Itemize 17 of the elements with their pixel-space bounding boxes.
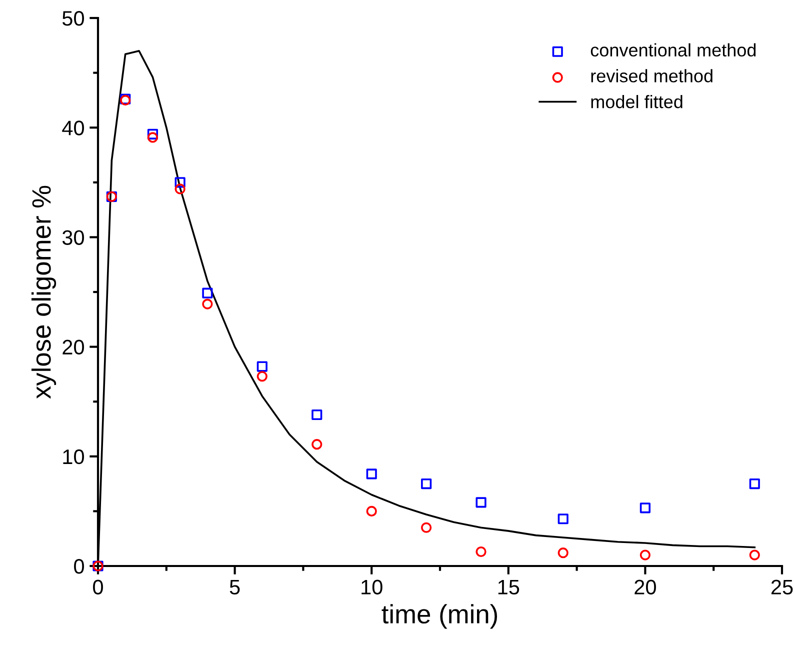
- x-axis-title: time (min): [382, 604, 498, 629]
- y-tick-label: 0: [74, 559, 84, 574]
- x-tick-label: 0: [93, 580, 103, 594]
- y-tick-label: 30: [62, 230, 84, 245]
- y-tick-label: 20: [62, 340, 84, 355]
- y-tick-label: 50: [62, 11, 84, 26]
- x-tick-label: 15: [498, 580, 520, 594]
- legend-label: conventional method: [590, 43, 756, 57]
- y-tick-label: 40: [62, 120, 84, 136]
- legend-label: revised method: [591, 69, 712, 82]
- x-tick-label: 10: [362, 580, 382, 594]
- legend-label: model fitted: [591, 94, 682, 108]
- y-axis-title: xylose oligomer %: [31, 186, 56, 399]
- x-tick-label: 20: [634, 580, 656, 594]
- y-tick-label: 10: [63, 449, 84, 464]
- x-tick-label: 5: [230, 580, 240, 594]
- x-tick-label: 25: [771, 580, 793, 594]
